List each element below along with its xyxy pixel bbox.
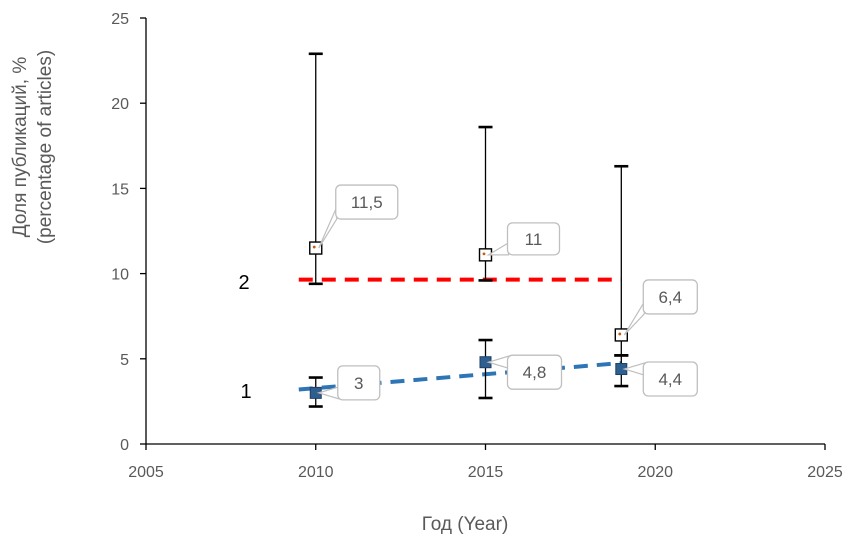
callout-box (337, 365, 381, 401)
x-tick-label: 2020 (637, 464, 673, 481)
data-point-square-open (309, 241, 323, 255)
y-tick-label: 5 (120, 352, 129, 369)
x-tick-label: 2010 (298, 464, 334, 481)
data-point-square-open (614, 328, 628, 342)
data-points (309, 241, 628, 399)
y-axis-title-line2: (percentage of articles) (35, 50, 56, 244)
trend-lines: 12 (238, 272, 622, 403)
data-callouts: 3 4,8 4,4 11,5 11 6,4 (316, 184, 698, 401)
x-tick-label: 2005 (128, 464, 164, 481)
y-tick-label: 25 (111, 11, 129, 28)
y-tick-label: 0 (120, 437, 129, 454)
callout-label: 6,4 (658, 288, 682, 307)
axis-labels: Год (Year) Доля публикаций, % (percentag… (10, 50, 508, 535)
x-tick-label: 2015 (468, 464, 504, 481)
data-point-dot (618, 332, 622, 336)
error-bars (308, 52, 629, 408)
data-point-dot (482, 252, 486, 256)
callout-box (642, 279, 698, 315)
x-axis-title: Год (Year) (422, 514, 509, 535)
callout-label: 4,8 (523, 363, 547, 382)
callout-box (506, 222, 561, 256)
data-point-dot (312, 245, 316, 249)
x-tick-label: 2025 (807, 464, 843, 481)
callout-box (335, 184, 399, 220)
y-axis-title-line1: Доля публикаций, % (10, 57, 31, 238)
trend-number-2: 2 (238, 272, 249, 294)
callout-label: 3 (354, 374, 363, 393)
y-tick-label: 15 (111, 181, 129, 198)
trend-number-1: 1 (240, 381, 251, 403)
callout-label: 11,5 (351, 193, 383, 212)
y-tick-label: 20 (111, 96, 129, 113)
callout-box (506, 354, 563, 390)
callout-label: 4,4 (658, 370, 682, 389)
callout-pointer (623, 299, 645, 336)
callout-box (642, 361, 698, 397)
callout-label: 11 (525, 230, 543, 249)
callout-pointer (318, 206, 338, 249)
y-tick-label: 10 (111, 267, 129, 284)
